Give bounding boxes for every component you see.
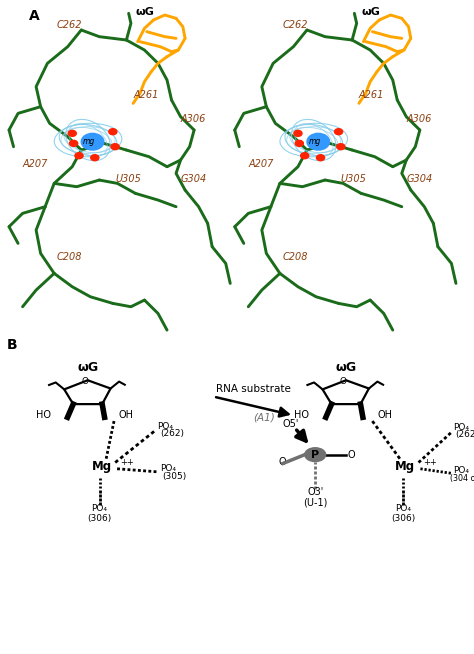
Text: U305: U305 <box>115 174 141 184</box>
Text: O: O <box>82 377 88 386</box>
Text: ωG: ωG <box>361 7 380 17</box>
Text: C262: C262 <box>56 20 82 30</box>
Text: ωG: ωG <box>136 7 155 17</box>
Text: mg: mg <box>82 137 95 146</box>
Text: HO: HO <box>36 410 51 420</box>
Text: (305): (305) <box>163 472 187 481</box>
Circle shape <box>305 448 326 462</box>
Text: (262): (262) <box>455 430 474 439</box>
Text: A: A <box>29 9 40 23</box>
Text: ++: ++ <box>120 458 134 467</box>
Circle shape <box>335 129 343 135</box>
Text: O5': O5' <box>282 419 299 429</box>
Circle shape <box>317 155 325 161</box>
Text: U305: U305 <box>341 174 367 184</box>
Text: A306: A306 <box>181 114 206 124</box>
Text: HO: HO <box>294 410 309 420</box>
Text: A261: A261 <box>133 90 158 100</box>
Circle shape <box>301 152 309 159</box>
Text: O: O <box>347 450 355 460</box>
Circle shape <box>91 155 99 161</box>
Text: ωG: ωG <box>77 362 98 375</box>
Text: P: P <box>311 450 319 460</box>
Circle shape <box>109 129 117 135</box>
Text: PO₄: PO₄ <box>91 504 108 513</box>
Circle shape <box>81 133 104 150</box>
Text: Mg: Mg <box>395 460 415 473</box>
Text: (U-1): (U-1) <box>303 498 328 508</box>
Circle shape <box>70 141 78 146</box>
Text: C208: C208 <box>56 252 82 262</box>
Text: PO₄: PO₄ <box>160 464 176 473</box>
Circle shape <box>295 141 303 146</box>
Circle shape <box>294 130 302 137</box>
Text: A306: A306 <box>406 114 432 124</box>
Circle shape <box>337 144 345 150</box>
Circle shape <box>111 144 119 150</box>
Text: (304 or 305): (304 or 305) <box>450 473 474 483</box>
Text: PO₄: PO₄ <box>157 422 173 430</box>
Text: O: O <box>278 456 286 467</box>
Text: OH: OH <box>119 410 134 420</box>
Text: PO₄: PO₄ <box>395 504 411 513</box>
Text: ++: ++ <box>423 458 437 467</box>
Text: C208: C208 <box>282 252 308 262</box>
Text: ωG: ωG <box>336 362 356 375</box>
Text: A207: A207 <box>248 159 273 169</box>
Text: (306): (306) <box>87 513 112 523</box>
Text: A207: A207 <box>23 159 48 169</box>
Text: G304: G304 <box>406 174 433 184</box>
Text: O3': O3' <box>307 487 323 498</box>
Text: (262): (262) <box>160 429 184 438</box>
Text: (A1): (A1) <box>254 412 275 422</box>
Circle shape <box>75 152 83 159</box>
Text: Mg: Mg <box>92 460 112 473</box>
Text: O: O <box>340 377 346 386</box>
Text: A261: A261 <box>359 90 384 100</box>
Text: C262: C262 <box>282 20 308 30</box>
Text: RNA substrate: RNA substrate <box>216 384 291 394</box>
Text: (306): (306) <box>391 513 415 523</box>
Text: OH: OH <box>377 410 392 420</box>
Circle shape <box>307 133 329 150</box>
Text: mg: mg <box>308 137 320 146</box>
Text: B: B <box>7 339 18 353</box>
Text: PO₄: PO₄ <box>454 466 470 475</box>
Text: G304: G304 <box>181 174 207 184</box>
Text: PO₄: PO₄ <box>454 423 470 432</box>
Circle shape <box>68 130 76 137</box>
